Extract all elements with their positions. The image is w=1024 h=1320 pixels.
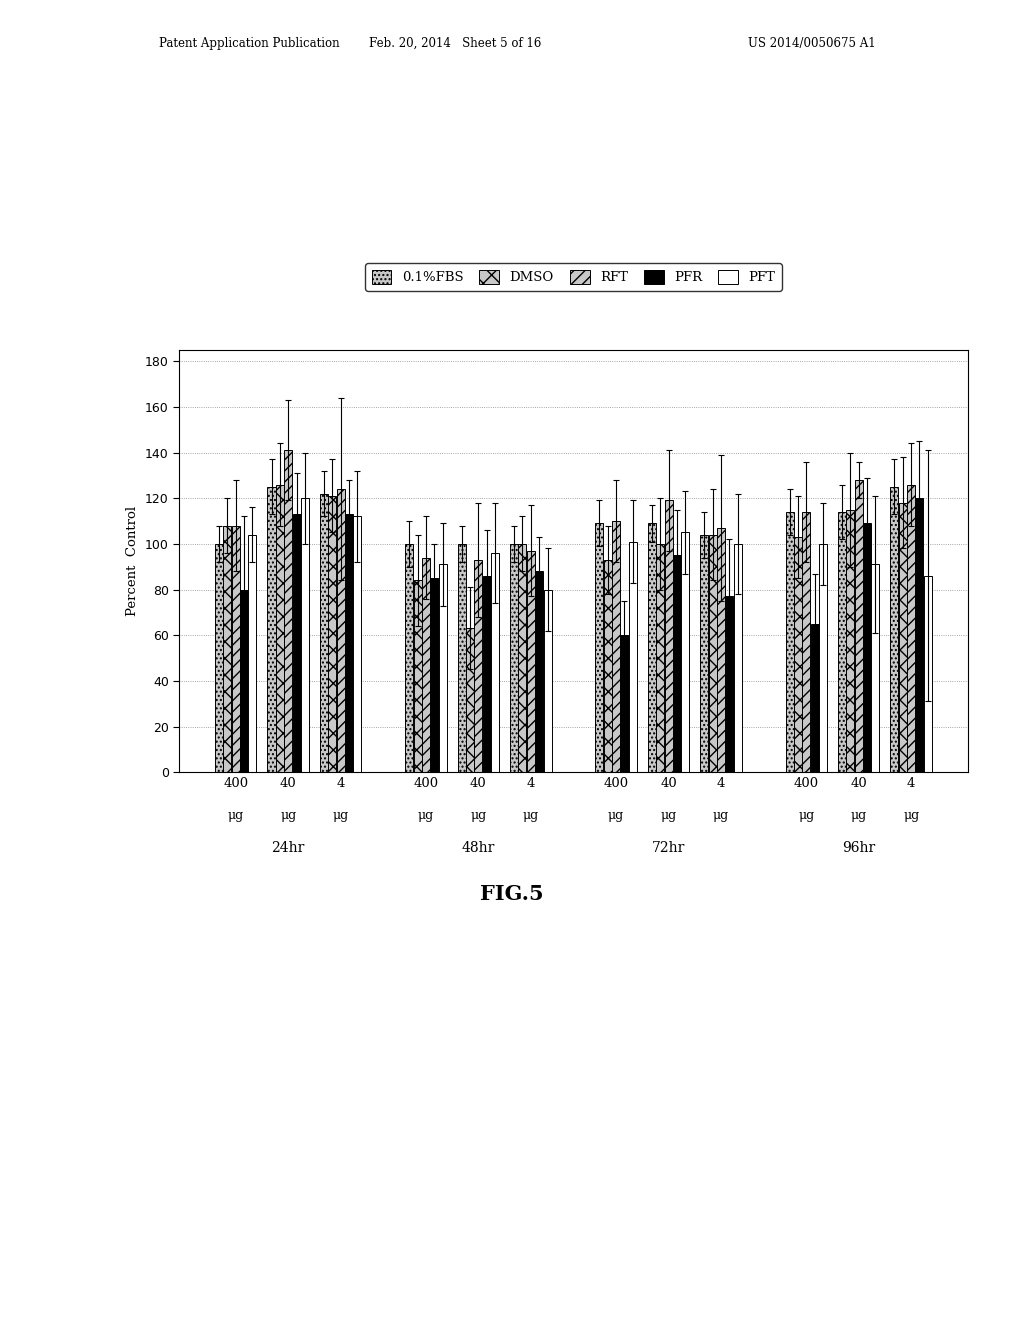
Bar xyxy=(526,550,535,772)
Bar xyxy=(240,590,248,772)
Text: 96hr: 96hr xyxy=(842,841,876,855)
Text: US 2014/0050675 A1: US 2014/0050675 A1 xyxy=(748,37,876,50)
Bar xyxy=(871,565,880,772)
Bar xyxy=(725,597,733,772)
Bar xyxy=(604,560,611,772)
Bar xyxy=(430,578,438,772)
Bar xyxy=(482,576,490,772)
Bar xyxy=(275,484,284,772)
Text: μg: μg xyxy=(522,809,539,822)
Bar xyxy=(406,544,414,772)
Bar xyxy=(907,484,915,772)
Text: μg: μg xyxy=(227,809,244,822)
Text: FIG.5: FIG.5 xyxy=(480,884,544,904)
Bar xyxy=(466,628,474,772)
Text: μg: μg xyxy=(418,809,434,822)
Bar xyxy=(838,512,846,772)
Bar xyxy=(293,515,301,772)
Bar xyxy=(863,523,871,772)
Bar xyxy=(802,512,810,772)
Bar xyxy=(595,523,603,772)
Bar xyxy=(345,515,353,772)
Bar xyxy=(492,553,499,772)
Bar xyxy=(458,544,466,772)
Text: μg: μg xyxy=(470,809,486,822)
Bar xyxy=(285,450,292,772)
Bar xyxy=(673,556,681,772)
Bar xyxy=(319,494,328,772)
Text: 72hr: 72hr xyxy=(652,841,685,855)
Bar xyxy=(656,544,665,772)
Bar xyxy=(612,521,621,772)
Bar xyxy=(733,544,741,772)
Bar xyxy=(301,498,309,772)
Bar xyxy=(709,535,717,772)
Text: μg: μg xyxy=(851,809,866,822)
Bar xyxy=(717,528,725,772)
Bar xyxy=(267,487,275,772)
Text: 48hr: 48hr xyxy=(462,841,495,855)
Bar xyxy=(681,532,689,772)
Bar xyxy=(819,544,827,772)
Bar xyxy=(794,537,802,772)
Bar xyxy=(510,544,518,772)
Bar xyxy=(231,525,240,772)
Text: μg: μg xyxy=(798,809,814,822)
Bar xyxy=(846,510,854,772)
Bar xyxy=(329,496,336,772)
Text: μg: μg xyxy=(333,809,349,822)
Bar xyxy=(665,500,673,772)
Text: μg: μg xyxy=(903,809,920,822)
Bar xyxy=(891,487,898,772)
Bar xyxy=(700,535,709,772)
Bar xyxy=(438,565,446,772)
Bar xyxy=(414,581,422,772)
Bar xyxy=(422,557,430,772)
Text: 24hr: 24hr xyxy=(271,841,305,855)
Bar xyxy=(223,525,231,772)
Bar xyxy=(353,516,361,772)
Bar xyxy=(811,624,818,772)
Text: Patent Application Publication: Patent Application Publication xyxy=(159,37,339,50)
Bar xyxy=(215,544,223,772)
Bar xyxy=(518,544,526,772)
Text: μg: μg xyxy=(660,809,677,822)
Bar xyxy=(337,490,345,772)
Bar xyxy=(544,590,552,772)
Bar xyxy=(621,635,629,772)
Bar xyxy=(474,560,482,772)
Bar xyxy=(249,535,256,772)
Bar xyxy=(629,541,637,772)
Text: Feb. 20, 2014   Sheet 5 of 16: Feb. 20, 2014 Sheet 5 of 16 xyxy=(370,37,542,50)
Text: μg: μg xyxy=(713,809,729,822)
Bar xyxy=(915,498,924,772)
Y-axis label: Percent  Control: Percent Control xyxy=(126,506,139,616)
Legend: 0.1%FBS, DMSO, RFT, PFR, PFT: 0.1%FBS, DMSO, RFT, PFR, PFT xyxy=(365,264,782,290)
Text: μg: μg xyxy=(608,809,625,822)
Bar xyxy=(648,523,655,772)
Bar xyxy=(924,576,932,772)
Bar xyxy=(785,512,794,772)
Bar xyxy=(899,503,907,772)
Text: μg: μg xyxy=(281,809,296,822)
Bar xyxy=(855,480,862,772)
Bar xyxy=(536,572,543,772)
